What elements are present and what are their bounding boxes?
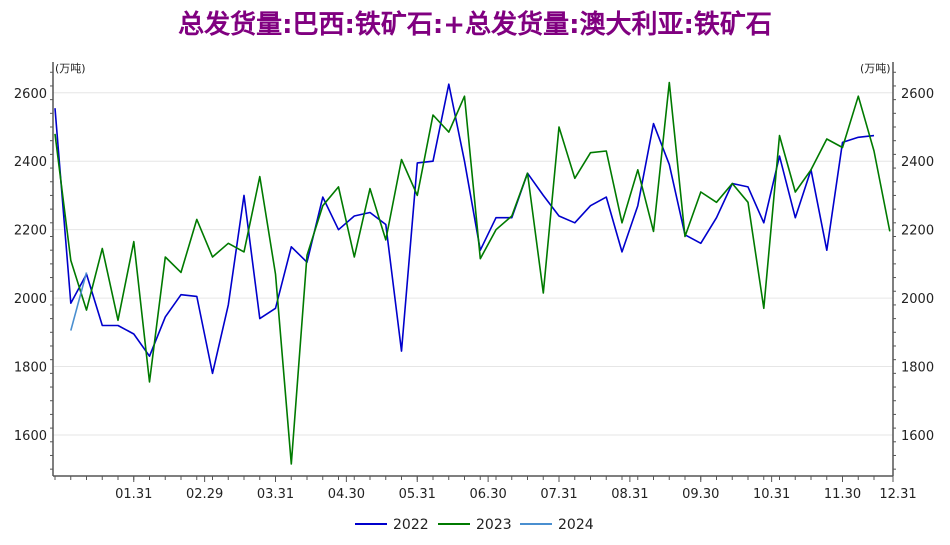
y-tick-label-right: 2600 [901,87,934,102]
x-tick-label: 12.31 [879,487,916,502]
x-tick-label: 10.31 [753,487,790,502]
y-tick-label-left: 2400 [14,155,47,170]
x-tick-label: 11.30 [824,487,861,502]
x-tick-label: 08.31 [611,487,648,502]
y-axis-unit-right: (万吨) [860,62,891,75]
series-layer [54,81,891,465]
y-tick-label-left: 1600 [14,429,47,444]
y-axis-unit-left: (万吨) [55,62,86,75]
y-tick-label-right: 1800 [901,361,934,376]
axes: 1600 1600 1800 1800 2000 2000 2200 2200 2400 2400… [14,62,934,502]
legend-label-2023: 2023 [476,517,512,533]
x-tick-label: 02.29 [186,487,223,502]
series-line-2024 [70,272,88,331]
y-tick-label-right: 2200 [901,224,934,239]
y-tick-label-left: 2000 [14,292,47,307]
y-tick-label-left: 2600 [14,87,47,102]
grid-lines [53,92,893,436]
legend: 2022 2023 2024 [355,517,594,533]
y-tick-label-right: 1600 [901,429,934,444]
y-tick-label-right: 2000 [901,292,934,307]
series-line-2022 [54,83,875,375]
y-tick-label-right: 2400 [901,155,934,170]
y-tick-label-left: 1800 [14,361,47,376]
x-tick-label: 01.31 [115,487,152,502]
x-tick-label: 04.30 [328,487,365,502]
legend-label-2022: 2022 [393,517,429,533]
x-tick-label: 03.31 [257,487,294,502]
x-tick-label: 06.30 [470,487,507,502]
x-tick-label: 05.31 [399,487,436,502]
y-tick-label-left: 2200 [14,224,47,239]
series-line-2023 [54,81,891,465]
x-tick-label: 07.31 [540,487,577,502]
chart-title: 总发货量:巴西:铁矿石:+总发货量:澳大利亚:铁矿石 [178,10,772,40]
legend-label-2024: 2024 [558,517,594,533]
x-tick-label: 09.30 [682,487,719,502]
